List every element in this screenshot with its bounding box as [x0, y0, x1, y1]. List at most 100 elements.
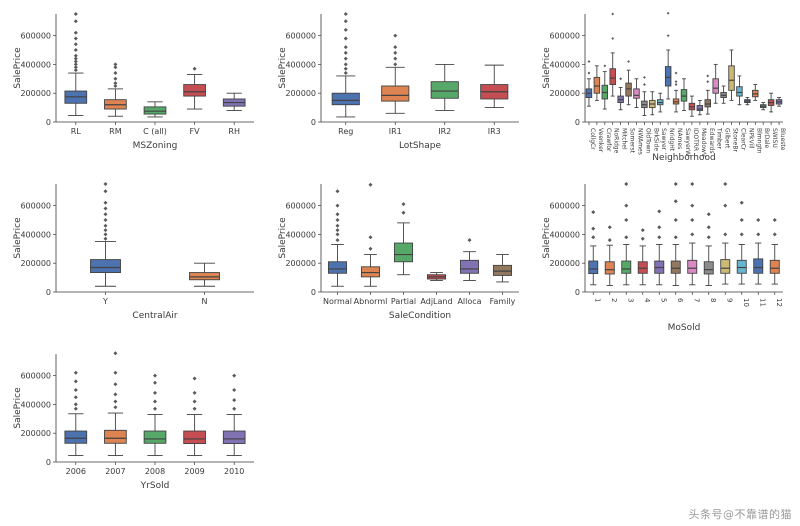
- outlier-marker: [113, 400, 117, 404]
- outlier-marker: [368, 247, 372, 251]
- outlier-marker: [104, 189, 108, 193]
- outlier-marker: [773, 218, 777, 222]
- outlier-marker: [74, 12, 78, 16]
- box-salecondition-2: [394, 243, 412, 262]
- outlier-marker: [393, 51, 397, 55]
- outlier-marker: [335, 232, 339, 236]
- outlier-marker: [691, 204, 695, 208]
- ytick-label: 600000: [285, 32, 316, 41]
- outlier-marker: [691, 232, 695, 236]
- outlier-marker: [104, 182, 108, 186]
- outlier-marker: [674, 235, 678, 239]
- outlier-marker: [113, 405, 117, 409]
- xtick-label: C (all): [143, 127, 167, 136]
- outlier-marker: [588, 72, 591, 75]
- xtick-label: 9: [726, 298, 734, 302]
- y-axis-label: SalePrice: [13, 47, 23, 89]
- outlier-marker: [612, 37, 615, 40]
- outlier-marker: [74, 407, 78, 411]
- outlier-marker: [658, 235, 662, 239]
- ytick-label: 200000: [550, 259, 581, 268]
- outlier-marker: [335, 204, 339, 208]
- xtick-label: Blmngtn: [756, 128, 763, 154]
- outlier-marker: [467, 238, 471, 242]
- xtick-label: 7: [693, 298, 701, 302]
- y-axis-label: SalePrice: [13, 217, 23, 259]
- xtick-label: Somerst: [629, 128, 636, 154]
- y-axis-label: SalePrice: [542, 217, 552, 259]
- outlier-marker: [707, 235, 711, 239]
- panel-mszoning: 0200000400000600000SalePriceRLRMC (all)F…: [8, 8, 263, 164]
- outlier-marker: [74, 402, 78, 406]
- xtick-label: NWAmes: [637, 128, 644, 155]
- xtick-label: 5: [660, 298, 668, 302]
- outlier-marker: [74, 48, 78, 52]
- ytick-label: 0: [575, 288, 580, 297]
- outlier-marker: [667, 34, 670, 37]
- xtick-label: RL: [71, 127, 82, 136]
- ytick-label: 600000: [285, 202, 316, 211]
- xtick-label: Normal: [323, 297, 352, 306]
- outlier-marker: [335, 238, 339, 242]
- xtick-label: Partial: [391, 297, 416, 306]
- outlier-marker: [104, 201, 108, 205]
- outlier-marker: [153, 391, 157, 395]
- outlier-marker: [724, 204, 728, 208]
- ytick-label: 200000: [20, 89, 51, 98]
- box-yrsold-2: [144, 431, 166, 443]
- ytick-label: 200000: [550, 89, 581, 98]
- box-mosold-6: [688, 260, 697, 273]
- outlier-marker: [343, 62, 347, 66]
- boxplot-grid: 0200000400000600000SalePriceRLRMC (all)F…: [8, 8, 792, 498]
- outlier-marker: [724, 232, 728, 236]
- xtick-label: Timber: [716, 127, 723, 149]
- outlier-marker: [113, 371, 117, 375]
- box-mosold-7: [705, 262, 714, 274]
- x-axis-label: SaleCondition: [389, 311, 451, 321]
- xtick-label: 2: [610, 298, 618, 302]
- outlier-marker: [232, 398, 236, 402]
- box-lotshape-2: [431, 82, 458, 99]
- ytick-label: 400000: [285, 60, 316, 69]
- xtick-label: Blueste: [779, 128, 786, 151]
- ytick-label: 400000: [550, 230, 581, 239]
- xtick-label: StoneBr: [732, 128, 739, 152]
- y-axis-label: SalePrice: [542, 47, 552, 89]
- box-mosold-11: [771, 260, 780, 273]
- outlier-marker: [401, 211, 405, 215]
- outlier-marker: [667, 12, 670, 15]
- outlier-marker: [675, 72, 678, 75]
- box-yrsold-4: [223, 431, 245, 444]
- outlier-marker: [691, 218, 695, 222]
- outlier-marker: [104, 218, 108, 222]
- outlier-marker: [588, 60, 591, 63]
- outlier-marker: [343, 19, 347, 23]
- outlier-marker: [74, 54, 78, 58]
- box-lotshape-0: [332, 93, 359, 105]
- ytick-label: 600000: [20, 202, 51, 211]
- outlier-marker: [707, 80, 710, 83]
- ytick-label: 200000: [20, 259, 51, 268]
- xtick-label: N: [202, 297, 208, 306]
- box-mosold-3: [639, 262, 648, 274]
- box-yrsold-3: [184, 431, 206, 444]
- outlier-marker: [757, 218, 761, 222]
- box-neighborhood-18: [729, 66, 735, 90]
- outlier-marker: [625, 218, 629, 222]
- xtick-label: 8: [709, 298, 717, 302]
- xtick-label: CollgCr: [589, 128, 596, 150]
- xtick-label: 3: [627, 298, 635, 302]
- box-neighborhood-15: [705, 100, 711, 107]
- box-centralair-1: [190, 273, 220, 280]
- watermark-text: 头条号@不靠谱的猫: [689, 506, 793, 522]
- ytick-label: 400000: [20, 400, 51, 409]
- xtick-label: FV: [190, 127, 201, 136]
- outlier-marker: [104, 228, 108, 232]
- outlier-marker: [335, 189, 339, 193]
- outlier-marker: [627, 60, 630, 63]
- ytick-label: 200000: [20, 429, 51, 438]
- outlier-marker: [343, 57, 347, 61]
- xtick-label: IR3: [487, 127, 500, 136]
- outlier-marker: [113, 382, 117, 386]
- outlier-marker: [113, 392, 117, 396]
